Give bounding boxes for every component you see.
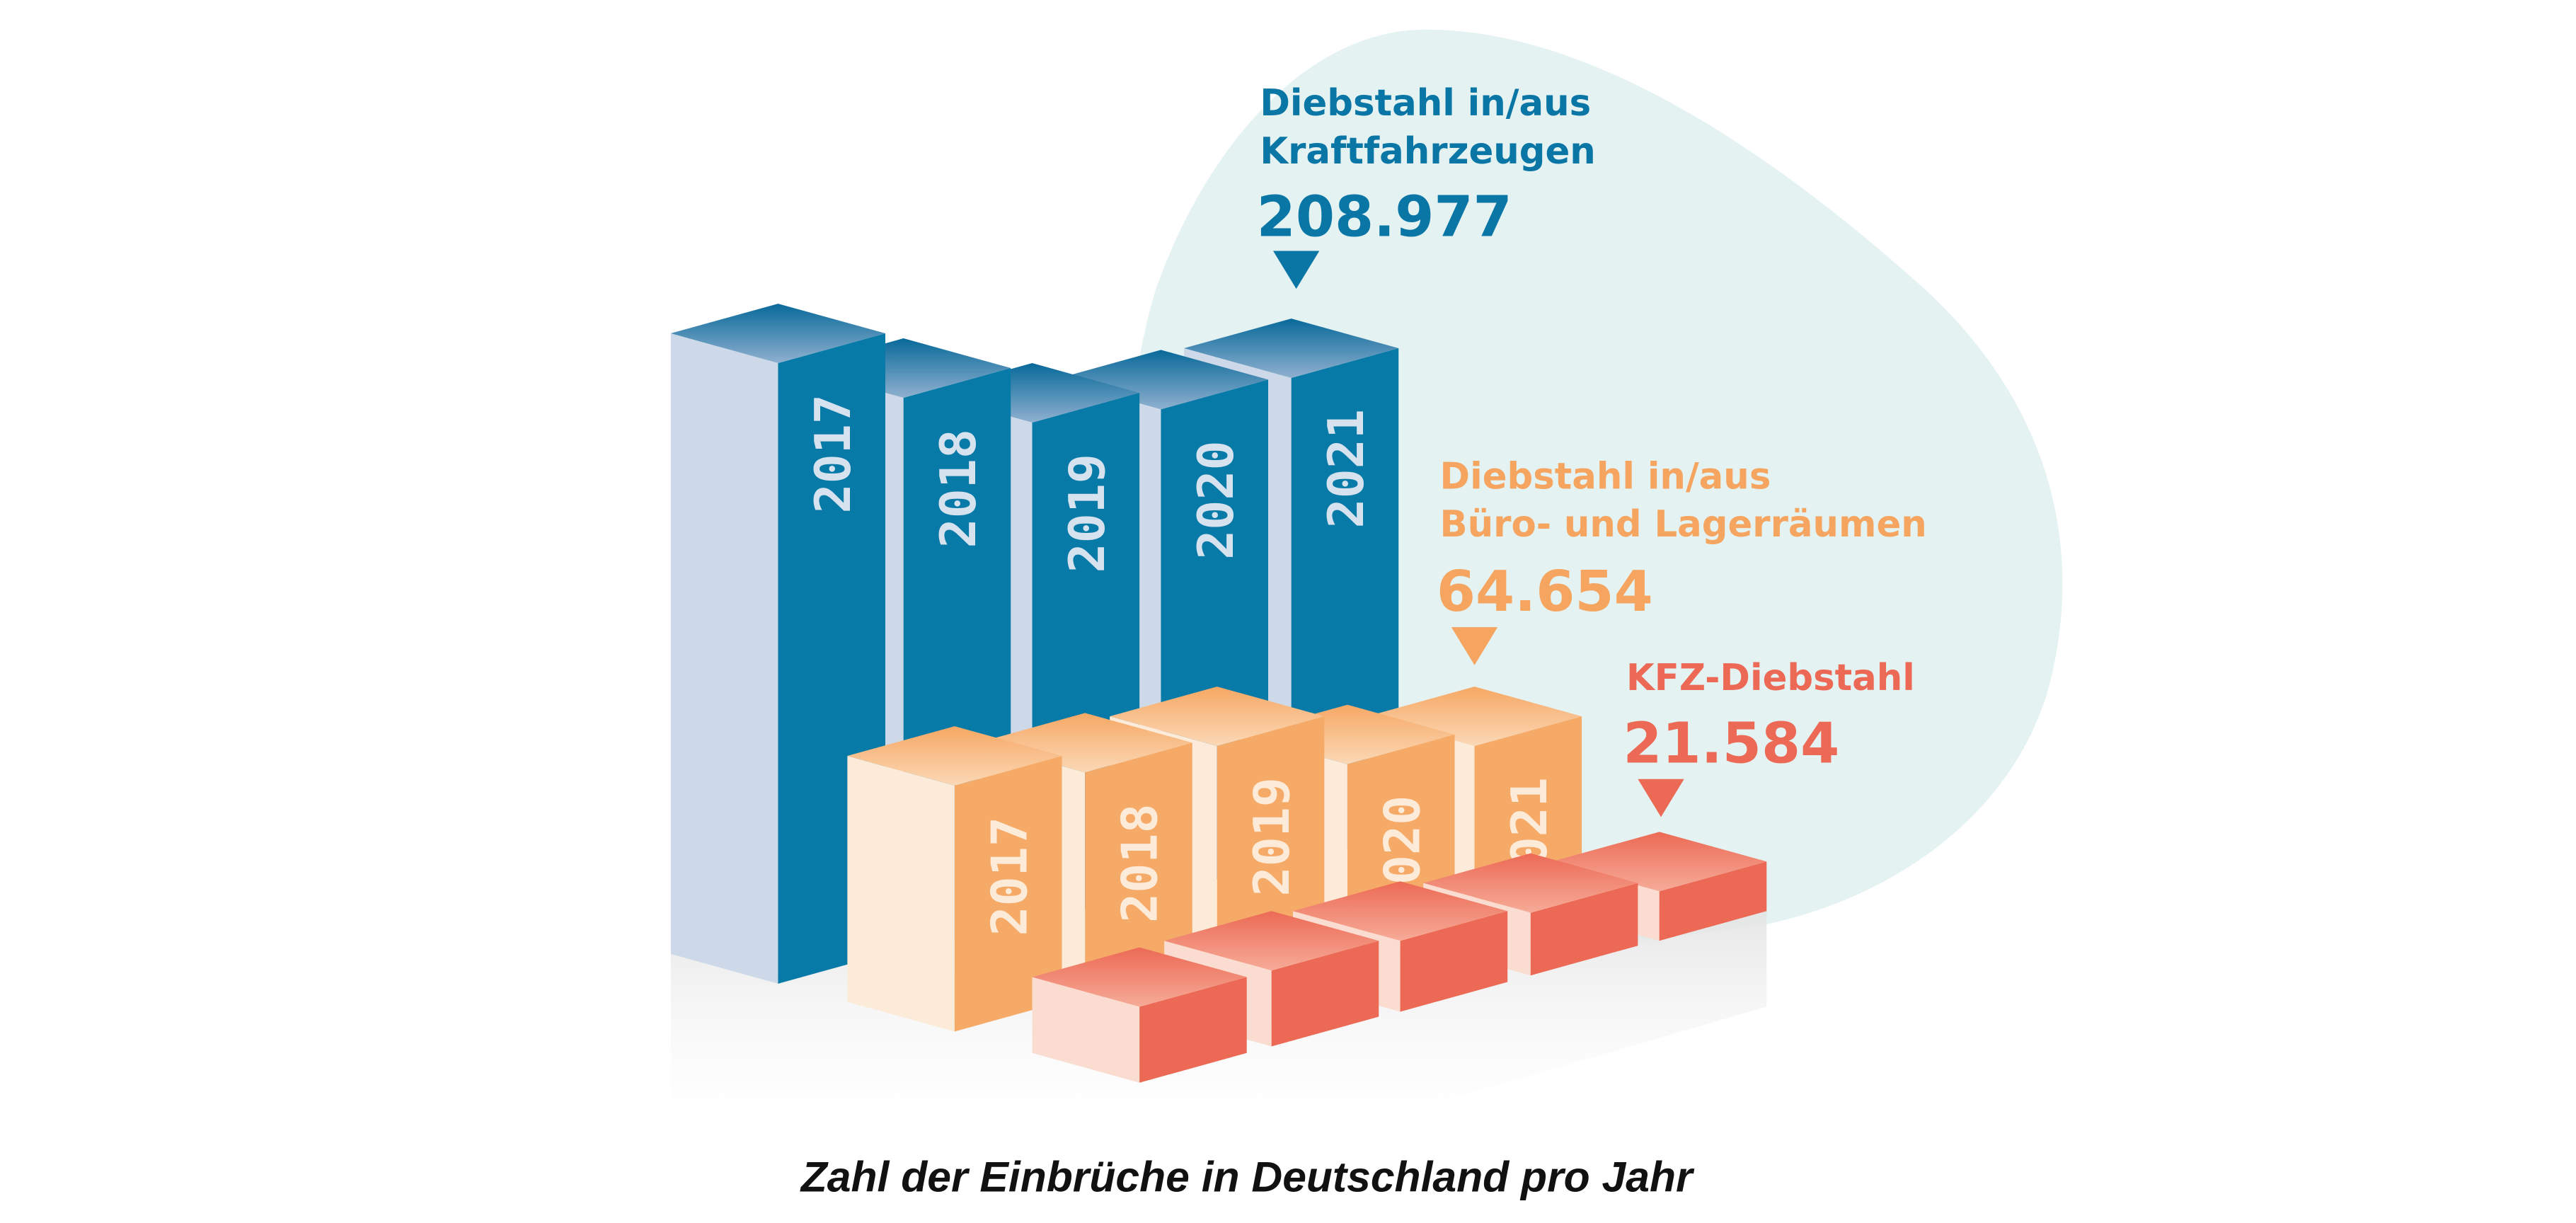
bar-year-label: 2019 [1059,454,1116,573]
bar-top-face [847,726,1062,786]
series-3-label-line-1: KFZ-Diebstahl [1626,657,1915,699]
bar-front-face [954,756,1062,1032]
bar-top-face [1110,687,1325,747]
bar-year-label: 2017 [981,817,1038,936]
series-1-value: 208.977 [1257,183,1512,249]
triangle-down-icon [1273,251,1320,289]
series-3-value: 21.584 [1623,710,1839,776]
series-1-label-line-1: Diebstahl in/aus [1260,82,1591,125]
bar-front-face [1659,861,1767,941]
bar-front-face [1530,883,1638,976]
bar-year-label: 2019 [1243,777,1301,896]
bar-year-label: 2020 [1188,440,1245,559]
bar-front-face [1400,911,1508,1012]
bar-front-face [1085,742,1192,1002]
bar-front-face [1271,941,1379,1047]
bar-year-label: 2018 [1112,803,1169,922]
bar-series-3-2017 [1032,947,1247,1083]
bar-year-label: 2018 [930,429,987,548]
chart-title: Zahl der Einbrüche in Deutschland pro Ja… [800,1153,1695,1201]
bar-top-face [1184,318,1399,379]
triangle-down-icon [1638,779,1684,817]
bar-front-face [1139,977,1247,1083]
triangle-down-icon [1451,627,1498,665]
bar-side-face [847,756,955,1032]
bar-year-label: 2017 [805,394,862,513]
bar-top-face [1032,947,1247,1007]
series-1-label-line-2: Kraftfahrzeugen [1260,130,1595,173]
bar-side-face [670,333,778,984]
series-2-value: 64.654 [1437,558,1653,624]
series-2-label-line-1: Diebstahl in/aus [1440,455,1771,498]
bar-year-label: 2021 [1318,409,1375,528]
bar-side-face [1032,977,1140,1083]
series-2-label-line-2: Büro- und Lagerräumen [1440,503,1927,546]
bar-series-2-2017: 2017 [847,726,1062,1032]
bar-top-face [1423,853,1638,913]
bar-front-face [1217,716,1325,972]
